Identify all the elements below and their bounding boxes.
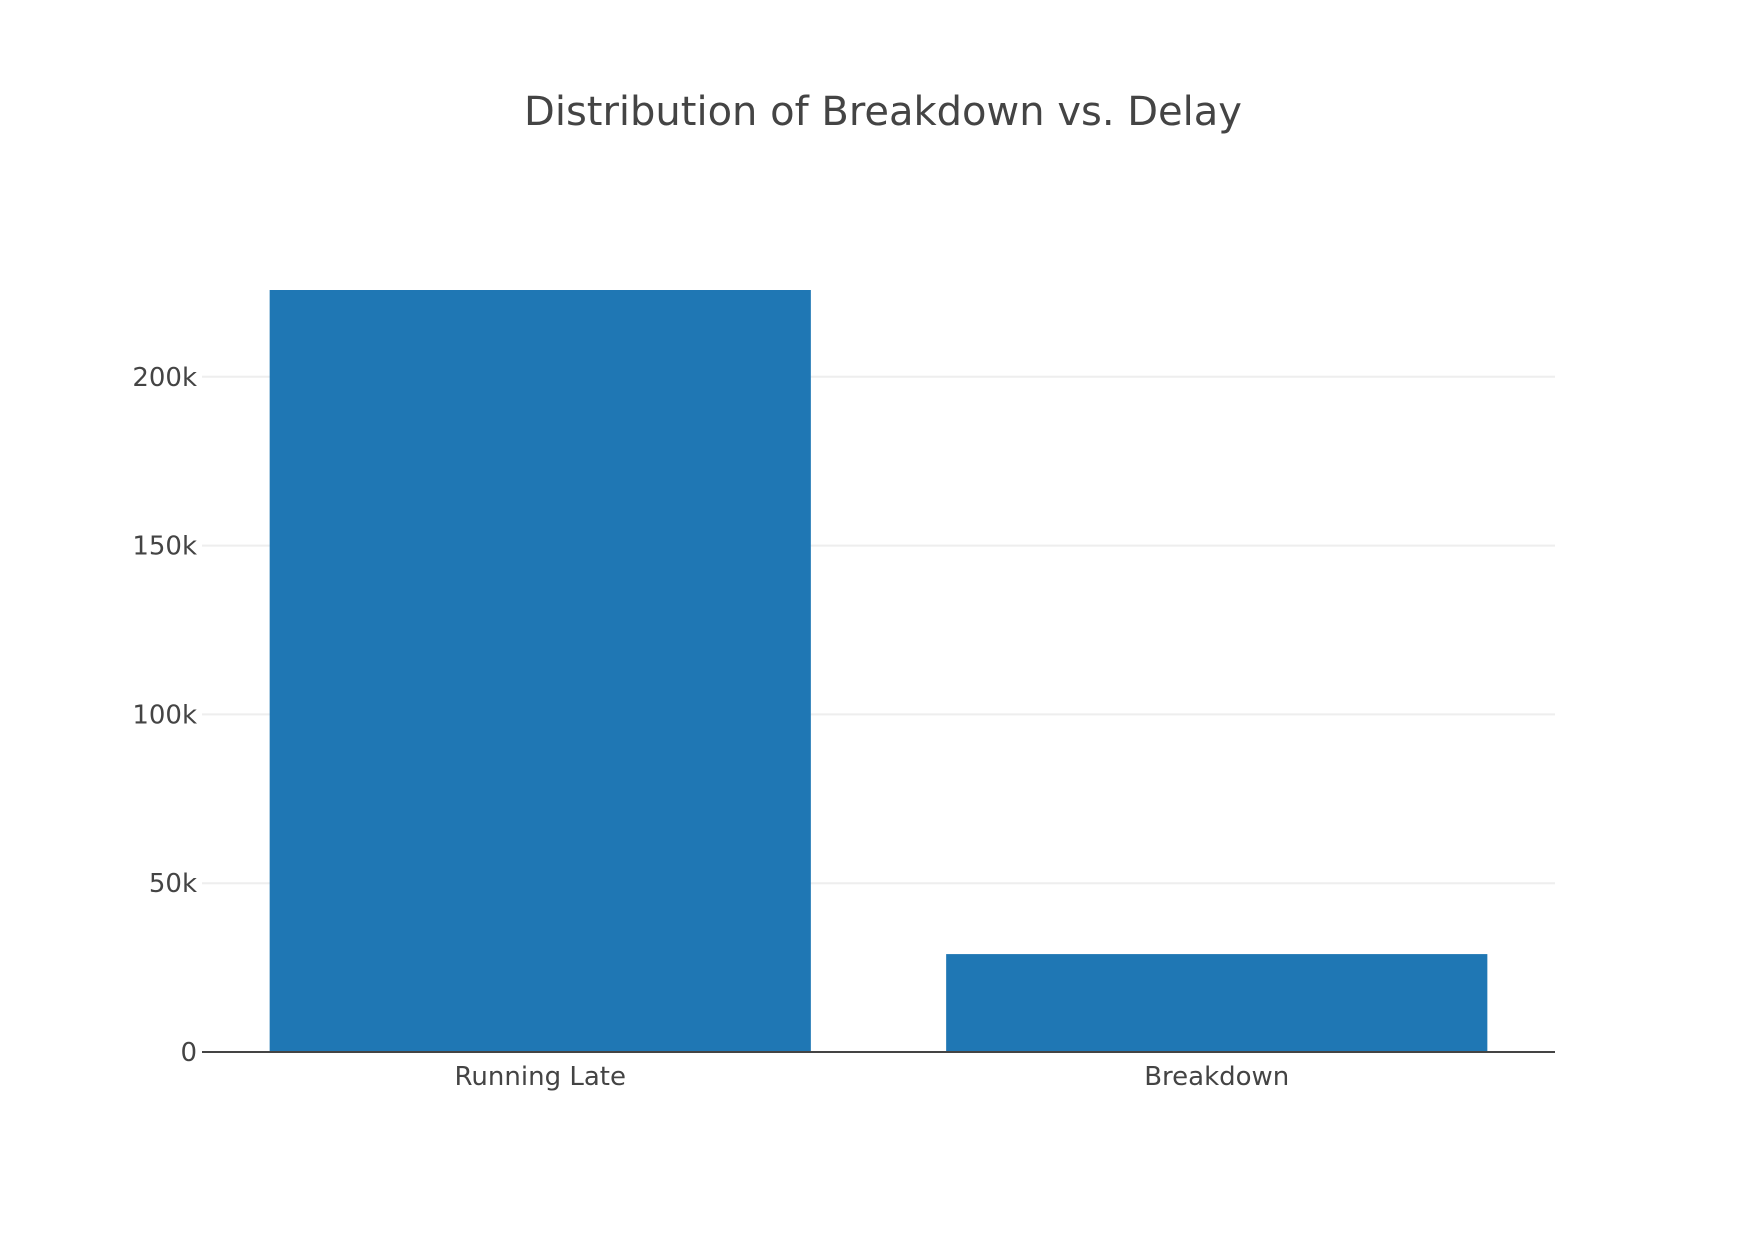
y-tick-label: 100k: [132, 700, 197, 730]
x-tick-label: Breakdown: [1144, 1062, 1289, 1092]
x-tick-label: Running Late: [455, 1062, 626, 1092]
bars: [269, 290, 1488, 1052]
y-tick-label: 50k: [149, 869, 197, 899]
y-tick-label: 0: [180, 1038, 197, 1068]
bar-running-late[interactable]: [269, 290, 811, 1052]
y-tick-label: 150k: [132, 532, 197, 562]
bar-breakdown[interactable]: [946, 954, 1488, 1052]
y-tick-label: 200k: [132, 363, 197, 393]
axes: 0 50k 100k 150k 200k Running Late Breakdown: [132, 363, 1555, 1092]
chart-title: Distribution of Breakdown vs. Delay: [524, 89, 1242, 135]
